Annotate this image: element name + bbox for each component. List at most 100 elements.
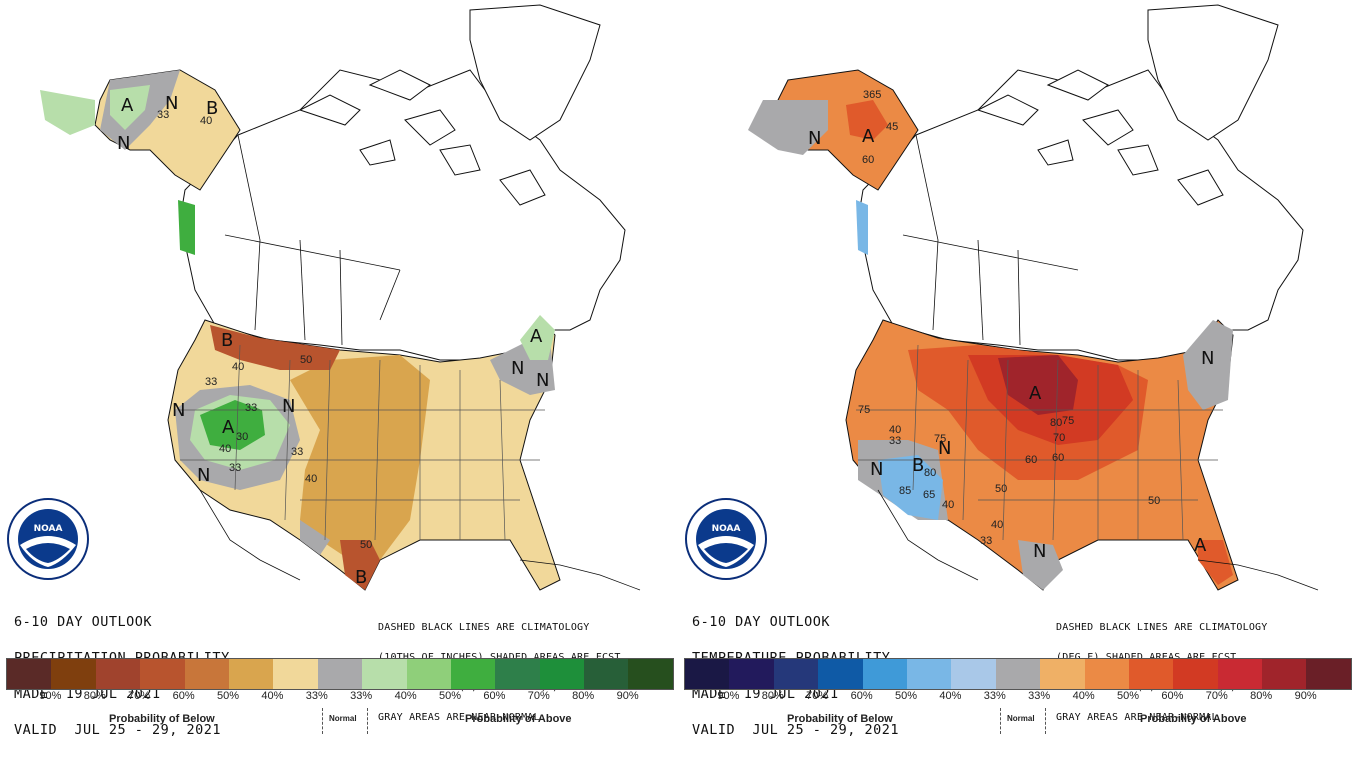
- contour-label: 30: [236, 431, 249, 443]
- legend-tick-label: 60%: [483, 690, 506, 702]
- legend-tick-label: 60%: [1161, 690, 1184, 702]
- precipitation-legend-bar: [6, 658, 674, 690]
- legend-tick-label: 33%: [350, 690, 373, 702]
- note-line: GRAY AREAS ARE NEAR-NORMAL: [378, 712, 540, 723]
- legend-tick-label: 33%: [1028, 690, 1051, 702]
- map-region-label: A: [121, 95, 134, 116]
- title-line: MADE 19 JUL 2021: [692, 686, 839, 702]
- note-line: DASHED BLACK LINES ARE CLIMATOLOGY: [378, 622, 590, 633]
- legend-above-caption: Probability of Above: [1140, 713, 1247, 725]
- legend-tick-label: 80%: [83, 690, 106, 702]
- map-region-label: N: [938, 438, 952, 459]
- noaa-logo-text: NOAA: [34, 524, 63, 534]
- legend-swatch: [184, 659, 229, 689]
- contour-label: 80: [924, 467, 937, 479]
- legend-tick-label: 90%: [717, 690, 740, 702]
- legend-swatch: [95, 659, 141, 689]
- legend-tick-label: 70%: [128, 690, 151, 702]
- precipitation-legend-ticks: 90% 80% 70% 60% 50% 40% 33% 33% 40% 50% 60% 70% 80% 9…: [6, 690, 672, 704]
- legend-tick-label: 60%: [172, 690, 195, 702]
- contour-label: 50: [995, 483, 1008, 495]
- legend-swatch: [906, 659, 952, 689]
- contour-label: 50: [1148, 495, 1161, 507]
- legend-below-caption: Probability of Below: [109, 713, 215, 725]
- contour-label: 40: [889, 424, 902, 436]
- contour-label: 75: [858, 404, 871, 416]
- note-line: (DEG F) SHADED AREAS ARE FCST: [1056, 652, 1237, 663]
- contour-label: 40: [232, 361, 245, 373]
- legend-swatch: [951, 659, 996, 689]
- legend-tick-label: 50%: [1116, 690, 1140, 702]
- contour-label: 80: [1050, 417, 1063, 429]
- legend-swatch: [995, 659, 1041, 689]
- contour-label: 33: [157, 109, 170, 121]
- contour-label: 365: [863, 89, 882, 101]
- contour-label: 60: [862, 154, 875, 166]
- map-region-label: N: [117, 133, 131, 154]
- legend-tick-label: 90%: [1294, 690, 1317, 702]
- legend-swatch: [1040, 659, 1085, 689]
- legend-tick-label: 80%: [761, 690, 784, 702]
- temperature-legend-bar: [684, 658, 1352, 690]
- legend-swatch: [228, 659, 274, 689]
- legend-above-caption: Probability of Above: [465, 713, 572, 725]
- contour-label: 33: [205, 376, 218, 388]
- legend-swatch: [862, 659, 907, 689]
- map-region-label: B: [206, 98, 219, 119]
- legend-swatch: [628, 659, 673, 689]
- legend-swatch: [773, 659, 819, 689]
- legend-swatch: [1306, 659, 1351, 689]
- contour-label: 70: [1053, 432, 1066, 444]
- contour-label: 40: [942, 499, 955, 511]
- legend-tick-label: 50%: [894, 690, 918, 702]
- contour-label: 75: [1062, 415, 1075, 427]
- title-line: 6-10 DAY OUTLOOK: [14, 614, 153, 630]
- legend-tick-label: 70%: [806, 690, 829, 702]
- legend-swatch: [818, 659, 863, 689]
- map-region-label: N: [511, 358, 525, 379]
- legend-swatch: [51, 659, 96, 689]
- temperature-panel: N A A N B N N A N 365 45 60 75 40 33 75 …: [678, 0, 1355, 738]
- legend-swatch: [685, 659, 730, 689]
- map-region-label: A: [862, 126, 875, 147]
- contour-label: 60: [1052, 452, 1065, 464]
- map-region-label: A: [1194, 535, 1207, 556]
- contour-label: 50: [300, 354, 313, 366]
- legend-tick-label: 33%: [983, 690, 1006, 702]
- map-region-label: N: [1201, 348, 1215, 369]
- legend-swatch: [406, 659, 451, 689]
- map-region-label: N: [808, 128, 822, 149]
- legend-swatch: [1173, 659, 1218, 689]
- map-region-label: A: [222, 417, 235, 438]
- map-region-label: N: [536, 370, 550, 391]
- map-region-label: A: [530, 326, 543, 347]
- note-line: DASHED BLACK LINES ARE CLIMATOLOGY: [1056, 622, 1268, 633]
- legend-swatch: [450, 659, 496, 689]
- map-region-label: N: [1033, 541, 1047, 562]
- legend-normal-caption: Normal: [1007, 714, 1035, 723]
- legend-tick-label: 33%: [305, 690, 328, 702]
- legend-below-caption: Probability of Below: [787, 713, 893, 725]
- legend-swatch: [1128, 659, 1174, 689]
- precipitation-map: [40, 4, 641, 591]
- legend-tick-label: 40%: [394, 690, 417, 702]
- legend-tick-label: 40%: [939, 690, 962, 702]
- note-line: GRAY AREAS ARE NEAR-NORMAL: [1056, 712, 1218, 723]
- legend-swatch: [317, 659, 363, 689]
- map-region-label: N: [282, 396, 296, 417]
- map-region-label: N: [165, 93, 179, 114]
- legend-tick-label: 80%: [572, 690, 595, 702]
- title-line: VALID JUL 25 - 29, 2021: [692, 722, 900, 738]
- legend-tick-label: 90%: [39, 690, 62, 702]
- contour-label: 60: [1025, 454, 1038, 466]
- contour-label: 40: [200, 115, 213, 127]
- legend-tick-label: 40%: [1072, 690, 1095, 702]
- temperature-map: [748, 4, 1319, 591]
- legend-normal-caption: Normal: [329, 714, 357, 723]
- contour-label: 50: [360, 539, 373, 551]
- legend-swatch: [495, 659, 540, 689]
- contour-label: 33: [980, 535, 993, 547]
- contour-label: 40: [219, 443, 232, 455]
- contour-label: 40: [305, 473, 318, 485]
- map-region-label: N: [172, 400, 186, 421]
